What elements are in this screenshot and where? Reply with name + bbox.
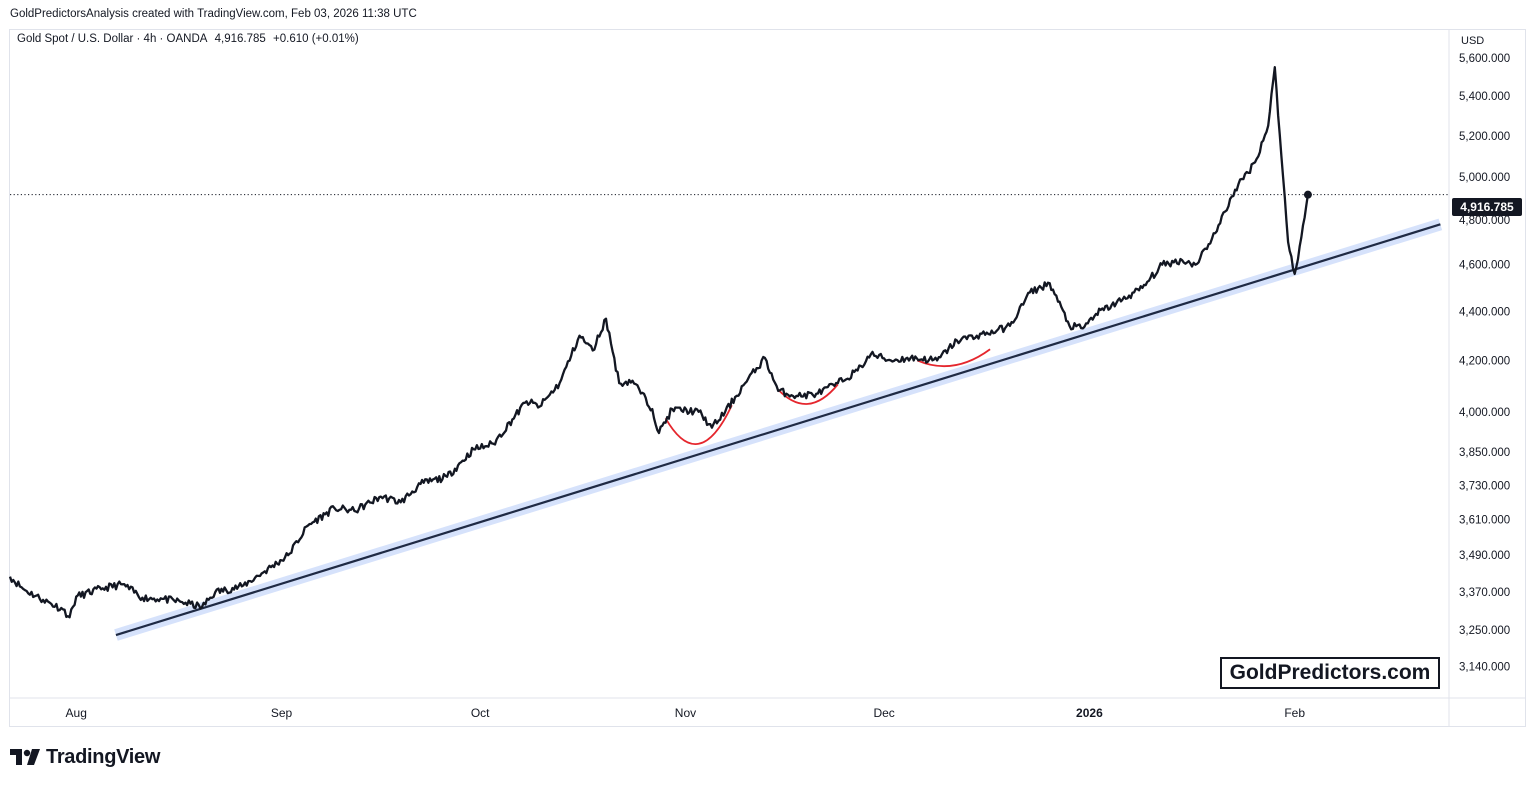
y-axis: 5,600.000 5,400.000 5,200.000 5,000.000 4,80… [1459, 53, 1510, 674]
y-tick-label: 4,800.000 [1459, 215, 1510, 227]
y-tick-label: 5,200.000 [1459, 131, 1510, 143]
y-tick-label: 4,200.000 [1459, 355, 1510, 367]
y-tick-label: 3,610.000 [1459, 515, 1510, 527]
y-tick-label: 5,600.000 [1459, 53, 1510, 65]
y-tick-label: 3,730.000 [1459, 480, 1510, 492]
y-tick-label: 5,400.000 [1459, 91, 1510, 103]
last-price-marker [1303, 190, 1312, 199]
x-tick-label: Oct [471, 706, 490, 720]
y-tick-label: 4,000.000 [1459, 407, 1510, 419]
x-tick-label: Feb [1284, 706, 1305, 720]
y-tick-label: 3,490.000 [1459, 550, 1510, 562]
x-tick-label: Dec [873, 706, 894, 720]
legend-change: +0.610 (+0.01%) [273, 33, 359, 45]
watermark-label: GoldPredictors.com [1220, 657, 1440, 689]
y-tick-label: 5,000.000 [1459, 172, 1510, 184]
x-axis: Aug Sep Oct Nov Dec 2026 Feb [66, 706, 1306, 720]
y-tick-label: 3,850.000 [1459, 447, 1510, 459]
y-tick-label: 4,400.000 [1459, 306, 1510, 318]
rounded-bottom-arc[interactable] [664, 404, 733, 446]
plot-layer [8, 66, 1449, 641]
chart-legend: Gold Spot / U.S. Dollar · 4h · OANDA 4,9… [17, 33, 363, 45]
y-tick-label: 4,600.000 [1459, 260, 1510, 272]
chart-frame [9, 29, 1526, 727]
x-tick-label: Nov [675, 706, 696, 720]
last-price-badge: 4,916.785 [1452, 198, 1522, 216]
attribution-text: GoldPredictorsAnalysis created with Trad… [10, 8, 417, 20]
y-tick-label: 3,140.000 [1459, 661, 1510, 673]
legend-symbol: Gold Spot / U.S. Dollar · 4h · OANDA [17, 33, 208, 45]
y-tick-label: 3,250.000 [1459, 625, 1510, 637]
y-tick-label: 3,370.000 [1459, 587, 1510, 599]
tradingview-name: TradingView [46, 745, 161, 768]
x-tick-label: Aug [66, 706, 87, 720]
x-tick-label: Sep [271, 706, 293, 720]
legend-last-price: 4,916.785 [214, 33, 266, 45]
tradingview-logo[interactable]: TradingView [10, 744, 160, 770]
trend-line[interactable] [115, 223, 1441, 637]
x-tick-label: 2026 [1076, 706, 1103, 720]
tradingview-logo-icon [10, 749, 40, 765]
currency-label[interactable]: USD [1461, 35, 1485, 47]
rounded-bottom-arc[interactable] [916, 348, 991, 368]
price-series-line[interactable] [8, 66, 1310, 619]
